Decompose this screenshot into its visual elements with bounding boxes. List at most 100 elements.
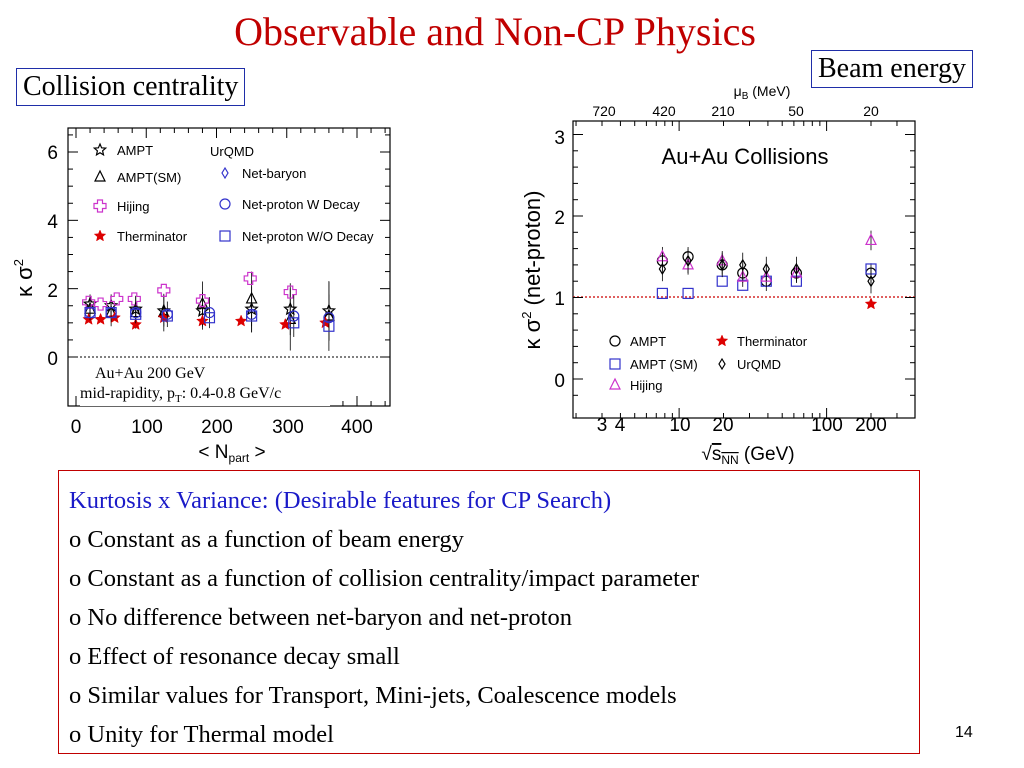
data-point [127,292,141,306]
right-y-axis-label: κ σ2 (net-proton) [519,191,545,350]
data-point [84,306,96,319]
legend-marker [219,198,231,210]
data-point [129,317,143,330]
data-point [243,271,257,286]
bullet-item: o Constant as a function of beam energy [69,526,464,553]
bullet-item: o Unity for Thermal model [69,721,334,748]
right-xtick-label: 20 [712,415,733,436]
charts-canvas: 0 100 200 300 400 0 2 4 6 < Npart > κ σ2… [11,83,916,467]
legend-entry: Hijing [117,199,150,214]
legend-marker [718,357,726,371]
data-point [762,262,770,276]
data-point [110,292,124,306]
annotation-pt-range: : 0.4-0.8 GeV/c [182,385,282,402]
right-xtick-label: 4 [615,415,626,436]
right-chart-marks [656,230,878,310]
right-xtick-label: 100 [811,415,843,436]
data-point [288,317,300,329]
legend-entry: Net-proton W Decay [242,197,360,212]
data-point [684,254,692,267]
right-ytick-label: 2 [554,208,565,229]
top-tick-label: 420 [652,103,676,119]
bullet-heading: Kurtosis x Variance: (Desirable features… [69,487,612,514]
left-xtick-label: 100 [131,417,163,438]
legend-marker [715,334,729,347]
data-point [157,283,171,297]
data-point [739,258,747,272]
legend-marker [92,142,108,157]
data-point [323,312,335,324]
legend-entry: Hijing [630,378,663,393]
top-tick-label: 20 [863,103,879,119]
data-point [865,233,877,246]
right-ytick-label: 0 [554,371,565,392]
data-point [656,287,668,300]
data-point [82,295,96,309]
data-point [195,294,210,308]
legend-entry: AMPT [117,143,153,158]
data-point [105,306,117,319]
right-ytick-label: 3 [554,128,565,149]
legend-entry: AMPT [630,334,666,349]
legend-marker [93,199,107,213]
data-point [864,297,878,310]
legend-entry: UrQMD [737,357,781,372]
left-ytick-label: 0 [47,349,58,370]
data-point [278,317,292,330]
right-xtick-label: 200 [855,415,887,436]
legend-marker [609,377,621,390]
beam-energy-label: Beam energy [811,50,973,88]
left-xtick-label: 0 [71,417,82,438]
right-xtick-label: 3 [597,415,608,436]
bullet-item: o No difference between net-baryon and n… [69,604,572,631]
page-number: 14 [955,724,973,741]
data-point [718,258,726,272]
data-point [323,320,335,332]
data-point [682,287,694,300]
slide-title: Observable and Non-CP Physics [234,9,756,54]
left-xtick-label: 300 [272,417,304,438]
data-point [161,310,173,322]
legend-marker [93,229,107,242]
left-x-axis-label: < Npart > [198,442,265,465]
annotation-rapidity-text: mid-rapidity, p [80,385,175,402]
legend-entry: AMPT (SM) [630,357,698,372]
bullet-item: o Constant as a function of collision ce… [69,565,700,592]
legend-marker [609,335,621,347]
legend-entry: AMPT(SM) [117,170,181,185]
data-point [283,285,297,299]
left-ytick-label: 2 [47,281,58,302]
data-point [716,275,728,287]
left-xtick-label: 200 [201,417,233,438]
legend-marker [94,169,106,182]
bullet-item: o Effect of resonance decay small [69,643,400,670]
collision-centrality-label: Collision centrality [16,68,246,106]
legend-marker [219,230,231,242]
legend-entry: Therminator [737,334,808,349]
bullet-box: Kurtosis x Variance: (Desirable features… [58,470,920,754]
legend-entry: Therminator [117,229,188,244]
left-legend-header: UrQMD [210,144,254,159]
annotation-background [80,362,330,406]
right-ytick-label: 1 [554,289,565,310]
data-point [94,312,107,325]
data-point [93,297,108,311]
bullet-item: o Similar values for Transport, Mini-jet… [69,682,677,709]
top-tick-label: 720 [592,103,616,119]
data-point [658,262,667,276]
right-axis-ticks [573,121,915,418]
right-x-axis-label: √sNN (GeV) [701,444,794,467]
left-legend: AMPT AMPT(SM) Hijing Therminator Net-baryon N… [92,142,374,244]
legend-entry: Net-proton W/O Decay [242,229,374,244]
left-y-axis-label: κ σ2 [11,259,37,297]
legend-marker [221,166,229,180]
annotation-pt-subscript: T [175,393,182,405]
top-tick-label: 210 [711,103,735,119]
legend-marker [609,358,621,370]
data-point [203,312,216,324]
left-chart-marks [82,271,337,351]
left-ytick-label: 4 [47,212,58,233]
annotation-energy: Au+Au 200 GeV [95,365,206,382]
right-xtick-label: 10 [669,415,690,436]
right-plot-frame [572,120,916,419]
